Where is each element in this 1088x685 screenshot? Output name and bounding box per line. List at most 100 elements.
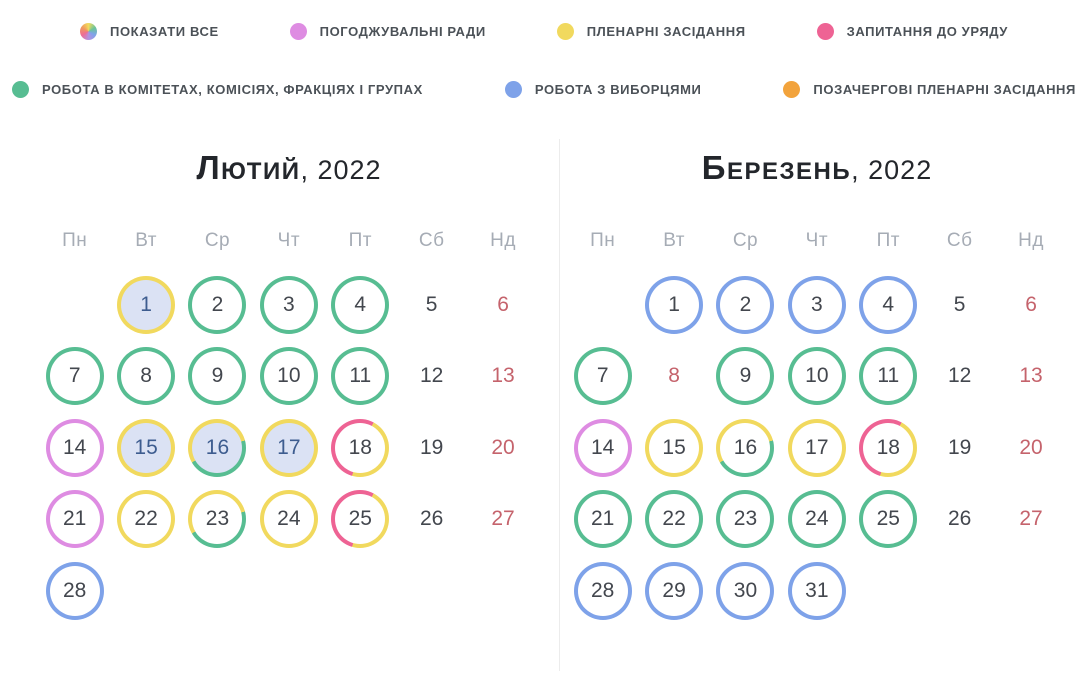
event-day-ring[interactable]: 17 [259, 418, 318, 477]
day-cell-4: 4 [325, 269, 396, 341]
event-day-ring[interactable]: 10 [259, 347, 318, 406]
event-day-ring[interactable]: 16 [716, 418, 775, 477]
day-cell-4: 4 [853, 269, 924, 341]
day-number: 4 [863, 279, 914, 330]
month-grid: 1 2 3 4 5 6 7 8 9 10 11 12 13 14 15 16 17 18 19 20 21 22 23 24 2… [39, 269, 539, 627]
event-day-ring[interactable]: 11 [859, 347, 918, 406]
event-day-ring[interactable]: 29 [645, 561, 704, 620]
legend-filter-blue[interactable]: РОБОТА З ВИБОРЦЯМИ [504, 80, 702, 98]
event-day-ring[interactable]: 24 [259, 490, 318, 549]
legend-filter-multi[interactable]: ПОКАЗАТИ ВСЕ [80, 22, 219, 40]
event-type-legend: ПОКАЗАТИ ВСЕ ПОГОДЖУВАЛЬНІ РАДИ ПЛЕНАРНІ З… [0, 0, 1088, 104]
day-number: 24 [263, 494, 314, 545]
event-day-ring[interactable]: 25 [331, 490, 390, 549]
event-day-ring[interactable]: 21 [45, 490, 104, 549]
event-day-ring[interactable]: 11 [331, 347, 390, 406]
day-number-highlighted: 15 [121, 422, 172, 473]
day-number: 16 [720, 422, 771, 473]
event-day-ring[interactable]: 16 [188, 418, 247, 477]
day-cell-8: 8 [110, 341, 181, 413]
day-number-highlighted: 17 [263, 422, 314, 473]
day-number: 28 [49, 565, 100, 616]
event-day-ring[interactable]: 1 [645, 275, 704, 334]
month-inner: Лютий, 2022 Пн Вт Ср Чт Пт Сб Нд 1 2 3 4 5 6 7 8 9 10 11… [39, 144, 539, 627]
event-day-ring[interactable]: 22 [645, 490, 704, 549]
event-day-ring[interactable]: 4 [331, 275, 390, 334]
day-cell-14: 14 [39, 412, 110, 484]
day-number: 22 [649, 494, 700, 545]
day-number: 29 [649, 565, 700, 616]
day-cell-26: 26 [396, 484, 467, 556]
legend-filter-pink[interactable]: ЗАПИТАННЯ ДО УРЯДУ [816, 22, 1008, 40]
day-number: 26 [947, 507, 972, 531]
day-number: 25 [335, 494, 386, 545]
day-number: 4 [335, 279, 386, 330]
day-number: 19 [419, 435, 444, 459]
event-day-ring[interactable]: 28 [45, 561, 104, 620]
day-number: 18 [863, 422, 914, 473]
day-cell-7: 7 [567, 341, 638, 413]
month-inner: Березень, 2022 Пн Вт Ср Чт Пт Сб Нд 1234567891… [567, 144, 1067, 627]
event-day-ring[interactable]: 10 [787, 347, 846, 406]
event-day-ring[interactable]: 14 [45, 418, 104, 477]
day-cell-empty [567, 269, 638, 341]
holiday-day-number: 20 [491, 435, 515, 459]
event-day-ring[interactable]: 8 [117, 347, 176, 406]
legend-filter-green[interactable]: РОБОТА В КОМІТЕТАХ, КОМІСІЯХ, ФРАКЦІЯХ І… [12, 80, 423, 98]
event-day-ring[interactable]: 3 [787, 275, 846, 334]
day-number: 28 [577, 565, 628, 616]
day-cell-28: 28 [39, 555, 110, 627]
event-day-ring[interactable]: 24 [787, 490, 846, 549]
legend-label: ПЛЕНАРНІ ЗАСІДАННЯ [586, 23, 746, 39]
weekday-label: Пт [348, 230, 372, 251]
month-panel-february: Лютий, 2022 Пн Вт Ср Чт Пт Сб Нд 1 2 3 4 5 6 7 8 9 10 11… [0, 144, 559, 627]
day-number: 3 [791, 279, 842, 330]
parliament-schedule-page: ПОКАЗАТИ ВСЕ ПОГОДЖУВАЛЬНІ РАДИ ПЛЕНАРНІ З… [0, 0, 1088, 671]
legend-label: ПОЗАЧЕРГОВІ ПЛЕНАРНІ ЗАСІДАННЯ [813, 81, 1076, 97]
orange-dot-icon [783, 80, 801, 98]
event-day-ring[interactable]: 2 [716, 275, 775, 334]
event-day-ring[interactable]: 1 [117, 275, 176, 334]
day-cell-28: 28 [567, 555, 638, 627]
event-day-ring[interactable]: 9 [716, 347, 775, 406]
event-day-ring[interactable]: 9 [188, 347, 247, 406]
event-day-ring[interactable]: 18 [331, 418, 390, 477]
day-number: 22 [121, 494, 172, 545]
pink-dot-icon [816, 22, 834, 40]
event-day-ring[interactable]: 18 [859, 418, 918, 477]
day-cell-empty [924, 555, 995, 627]
event-day-ring[interactable]: 3 [259, 275, 318, 334]
event-day-ring[interactable]: 15 [117, 418, 176, 477]
calendars-container: Лютий, 2022 Пн Вт Ср Чт Пт Сб Нд 1 2 3 4 5 6 7 8 9 10 11… [0, 139, 1088, 671]
event-day-ring[interactable]: 2 [188, 275, 247, 334]
event-day-ring[interactable]: 31 [787, 561, 846, 620]
day-cell-empty [253, 555, 324, 627]
month-grid: 1 2 3 4 5 6 7 8 9 10 11 12 13 14 15 16 17 18 19 20 21 22 23 24 2… [567, 269, 1067, 627]
event-day-ring[interactable]: 7 [45, 347, 104, 406]
event-day-ring[interactable]: 23 [716, 490, 775, 549]
legend-label: РОБОТА З ВИБОРЦЯМИ [534, 81, 702, 97]
weekday-label: Чт [277, 230, 301, 251]
day-number: 2 [192, 279, 243, 330]
legend-filter-orange[interactable]: ПОЗАЧЕРГОВІ ПЛЕНАРНІ ЗАСІДАННЯ [783, 80, 1076, 98]
event-day-ring[interactable]: 14 [573, 418, 632, 477]
legend-label: ЗАПИТАННЯ ДО УРЯДУ [846, 23, 1008, 39]
day-cell-empty [396, 555, 467, 627]
event-day-ring[interactable]: 21 [573, 490, 632, 549]
day-cell-17: 17 [781, 412, 852, 484]
event-day-ring[interactable]: 25 [859, 490, 918, 549]
day-cell-21: 21 [39, 484, 110, 556]
event-day-ring[interactable]: 15 [645, 418, 704, 477]
event-day-ring[interactable]: 17 [787, 418, 846, 477]
event-day-ring[interactable]: 4 [859, 275, 918, 334]
event-day-ring[interactable]: 28 [573, 561, 632, 620]
day-cell-2: 2 [710, 269, 781, 341]
legend-filter-yellow[interactable]: ПЛЕНАРНІ ЗАСІДАННЯ [556, 22, 746, 40]
event-day-ring[interactable]: 7 [573, 347, 632, 406]
weekday-label: Ср [204, 230, 231, 251]
day-number: 25 [863, 494, 914, 545]
event-day-ring[interactable]: 23 [188, 490, 247, 549]
event-day-ring[interactable]: 22 [117, 490, 176, 549]
event-day-ring[interactable]: 30 [716, 561, 775, 620]
legend-filter-magenta[interactable]: ПОГОДЖУВАЛЬНІ РАДИ [289, 22, 486, 40]
